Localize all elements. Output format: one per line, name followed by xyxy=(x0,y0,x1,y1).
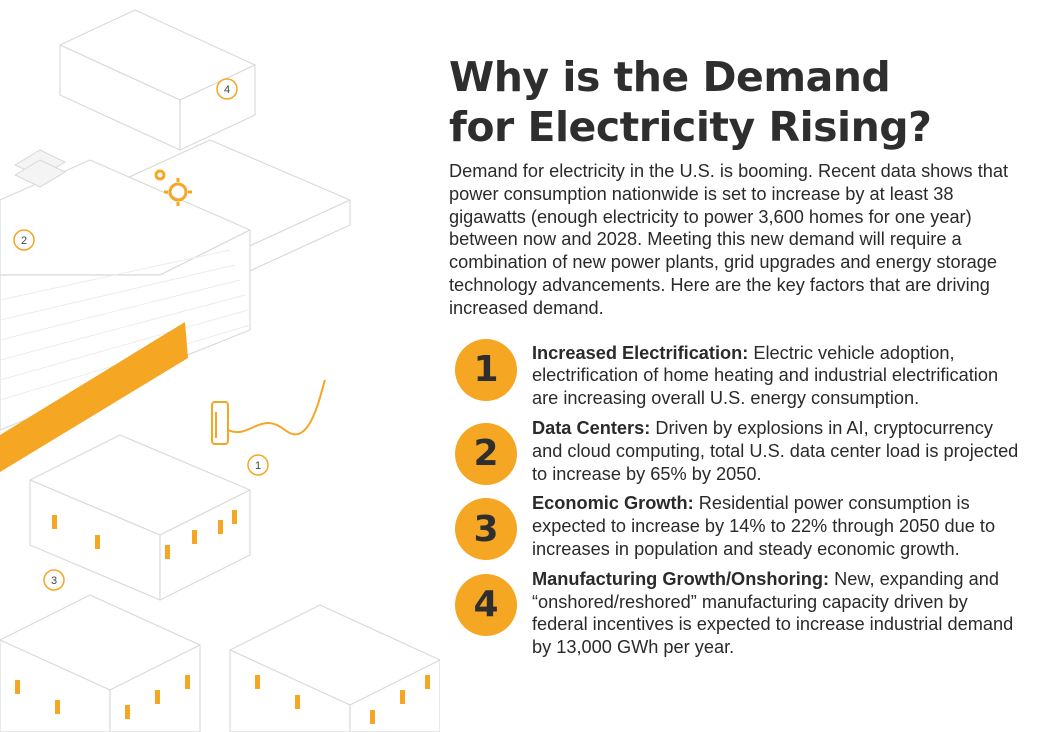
title-line-1: Why is the Demand xyxy=(449,53,891,101)
factor-text: New, expanding and “onshored/reshored” m… xyxy=(532,568,1014,658)
factor-text: Electric vehicle adoption, electrificati… xyxy=(532,342,999,409)
gear-icon xyxy=(154,169,192,206)
number-badge: 2 xyxy=(455,422,517,485)
intro-paragraph: Demand for electricity in the U.S. is bo… xyxy=(449,161,1009,318)
factor-item-3: 3 Economic Growth: Residential power con… xyxy=(449,492,1029,561)
marker-3 xyxy=(43,569,65,591)
warehouse-front xyxy=(0,229,251,431)
house-low-left-front xyxy=(0,639,111,732)
factor-body: Data Centers: Driven by explosions in AI… xyxy=(532,417,1022,485)
ev-charger-icon xyxy=(211,379,326,445)
page-title: Why is the Demand for Electricity Rising… xyxy=(449,52,1029,152)
factor-text: Driven by explosions in AI, cryptocurren… xyxy=(532,417,1019,484)
factor-body: Increased Electrification: Electric vehi… xyxy=(532,342,1022,410)
article-content: Why is the Demand for Electricity Rising… xyxy=(449,52,1029,666)
marker-3-label: 3 xyxy=(51,575,57,587)
marker-1 xyxy=(247,454,269,476)
house-low-right-front xyxy=(229,649,351,732)
number-badge: 4 xyxy=(455,573,517,636)
factor-heading: Economic Growth: xyxy=(532,493,694,514)
marker-2 xyxy=(13,229,35,251)
factor-item-1: 1 Increased Electrification: Electric ve… xyxy=(449,338,1029,410)
factor-list: 1 Increased Electrification: Electric ve… xyxy=(449,338,1029,659)
marker-4 xyxy=(216,78,238,100)
marker-4-label: 4 xyxy=(224,84,230,96)
marker-2-label: 2 xyxy=(21,235,27,247)
factor-body: Economic Growth: Residential power consu… xyxy=(532,492,1022,560)
title-line-2: for Electricity Rising? xyxy=(449,103,932,151)
factor-heading: Increased Electrification: xyxy=(532,342,749,363)
number-badge: 3 xyxy=(455,498,517,561)
isometric-town-illustration: 4 2 1 3 xyxy=(0,9,440,732)
factor-item-4: 4 Manufacturing Growth/Onshoring: New, e… xyxy=(449,568,1029,659)
house-low-left-side xyxy=(109,644,201,732)
marker-1-label: 1 xyxy=(255,460,261,472)
factor-heading: Data Centers: xyxy=(532,417,651,438)
house-mid-side xyxy=(159,489,251,601)
factor-body: Manufacturing Growth/Onshoring: New, exp… xyxy=(532,568,1022,659)
number-badge: 1 xyxy=(455,338,517,401)
factor-item-2: 2 Data Centers: Driven by explosions in … xyxy=(449,417,1029,485)
factor-text: Residential power consumption is expecte… xyxy=(532,493,996,559)
orange-band xyxy=(0,322,188,472)
factor-heading: Manufacturing Growth/Onshoring: xyxy=(532,568,830,589)
